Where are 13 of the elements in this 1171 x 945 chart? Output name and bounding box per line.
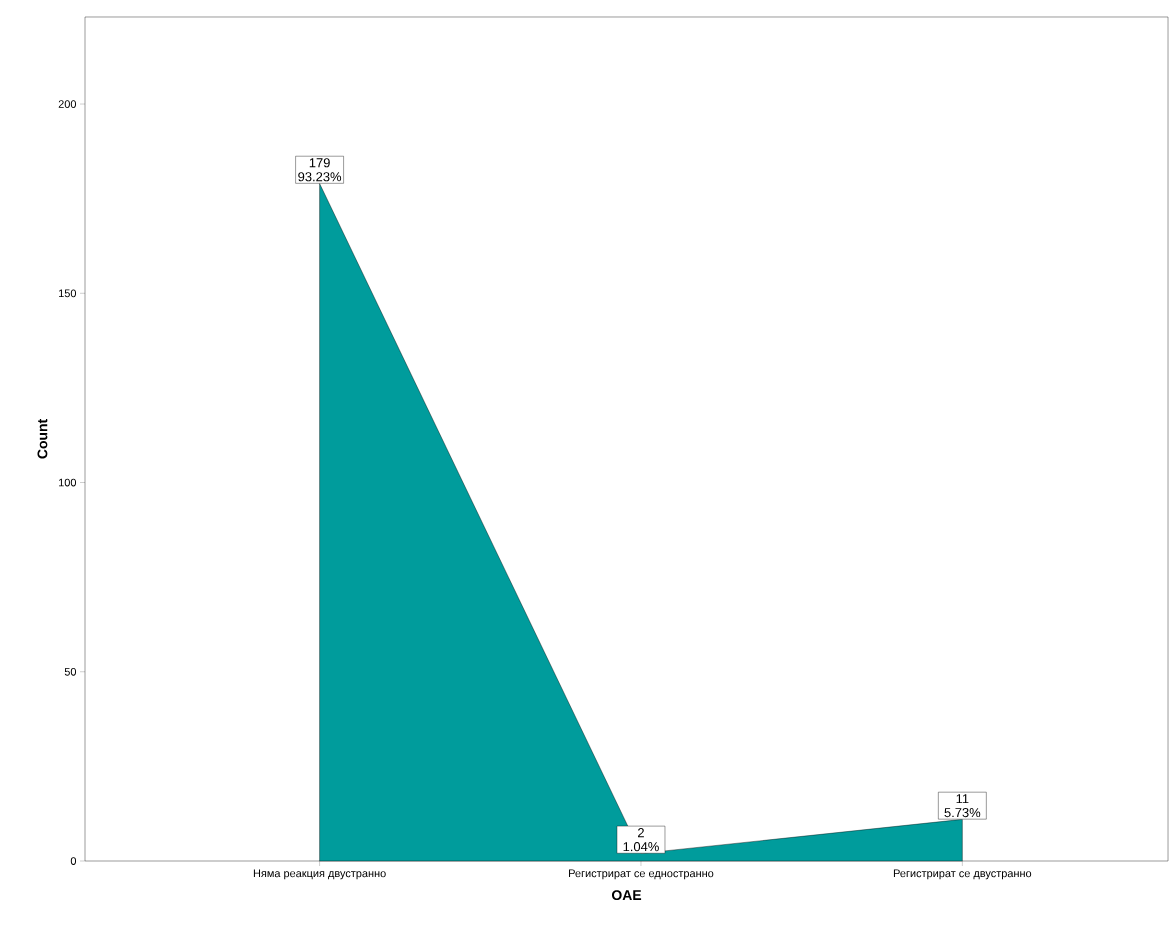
x-axis-title: OAE [611,890,642,901]
x-tick-label: Няма реакция двустранно [253,869,386,880]
y-tick-label: 150 [59,289,77,298]
y-tick-label: 0 [70,857,77,865]
y-tick-label: 100 [59,478,77,487]
x-tick-label: Регистрират се едностранно [569,869,714,880]
y-axis-title: Count [37,419,48,459]
y-tick-label: 50 [64,667,77,676]
data-label: 11 5.73% [944,794,981,818]
data-label: 2 1.04% [623,828,659,852]
y-tick-label: 200 [58,100,77,108]
data-label: 179 93.23% [298,158,342,182]
x-tick-label: Регистрират се двустранно [893,869,1032,880]
